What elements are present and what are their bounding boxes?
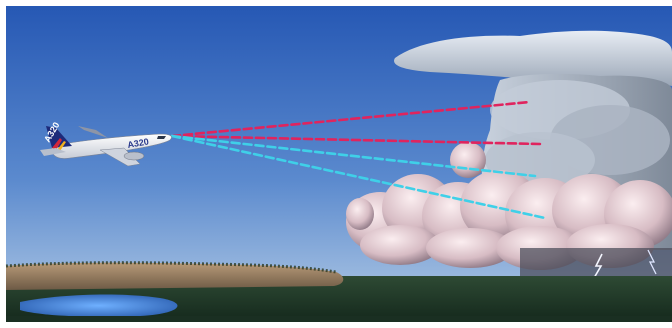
lightning-bolt-icon xyxy=(647,249,657,275)
radar-beam-red xyxy=(170,100,532,138)
radar-beam-cyan xyxy=(170,134,547,220)
radar-beam-cyan xyxy=(170,134,537,178)
tree-line xyxy=(5,261,337,274)
radar-beams xyxy=(170,100,547,220)
hill xyxy=(6,262,344,290)
radar-beam-red xyxy=(170,134,542,146)
cumulus-puffs xyxy=(346,142,672,270)
lightning-bolt-icon xyxy=(593,253,603,279)
cloud-anvil xyxy=(394,30,672,87)
lake xyxy=(20,294,178,317)
airplane-icon: A320 A320 xyxy=(40,120,172,167)
fuselage-label: A320 xyxy=(127,136,150,150)
